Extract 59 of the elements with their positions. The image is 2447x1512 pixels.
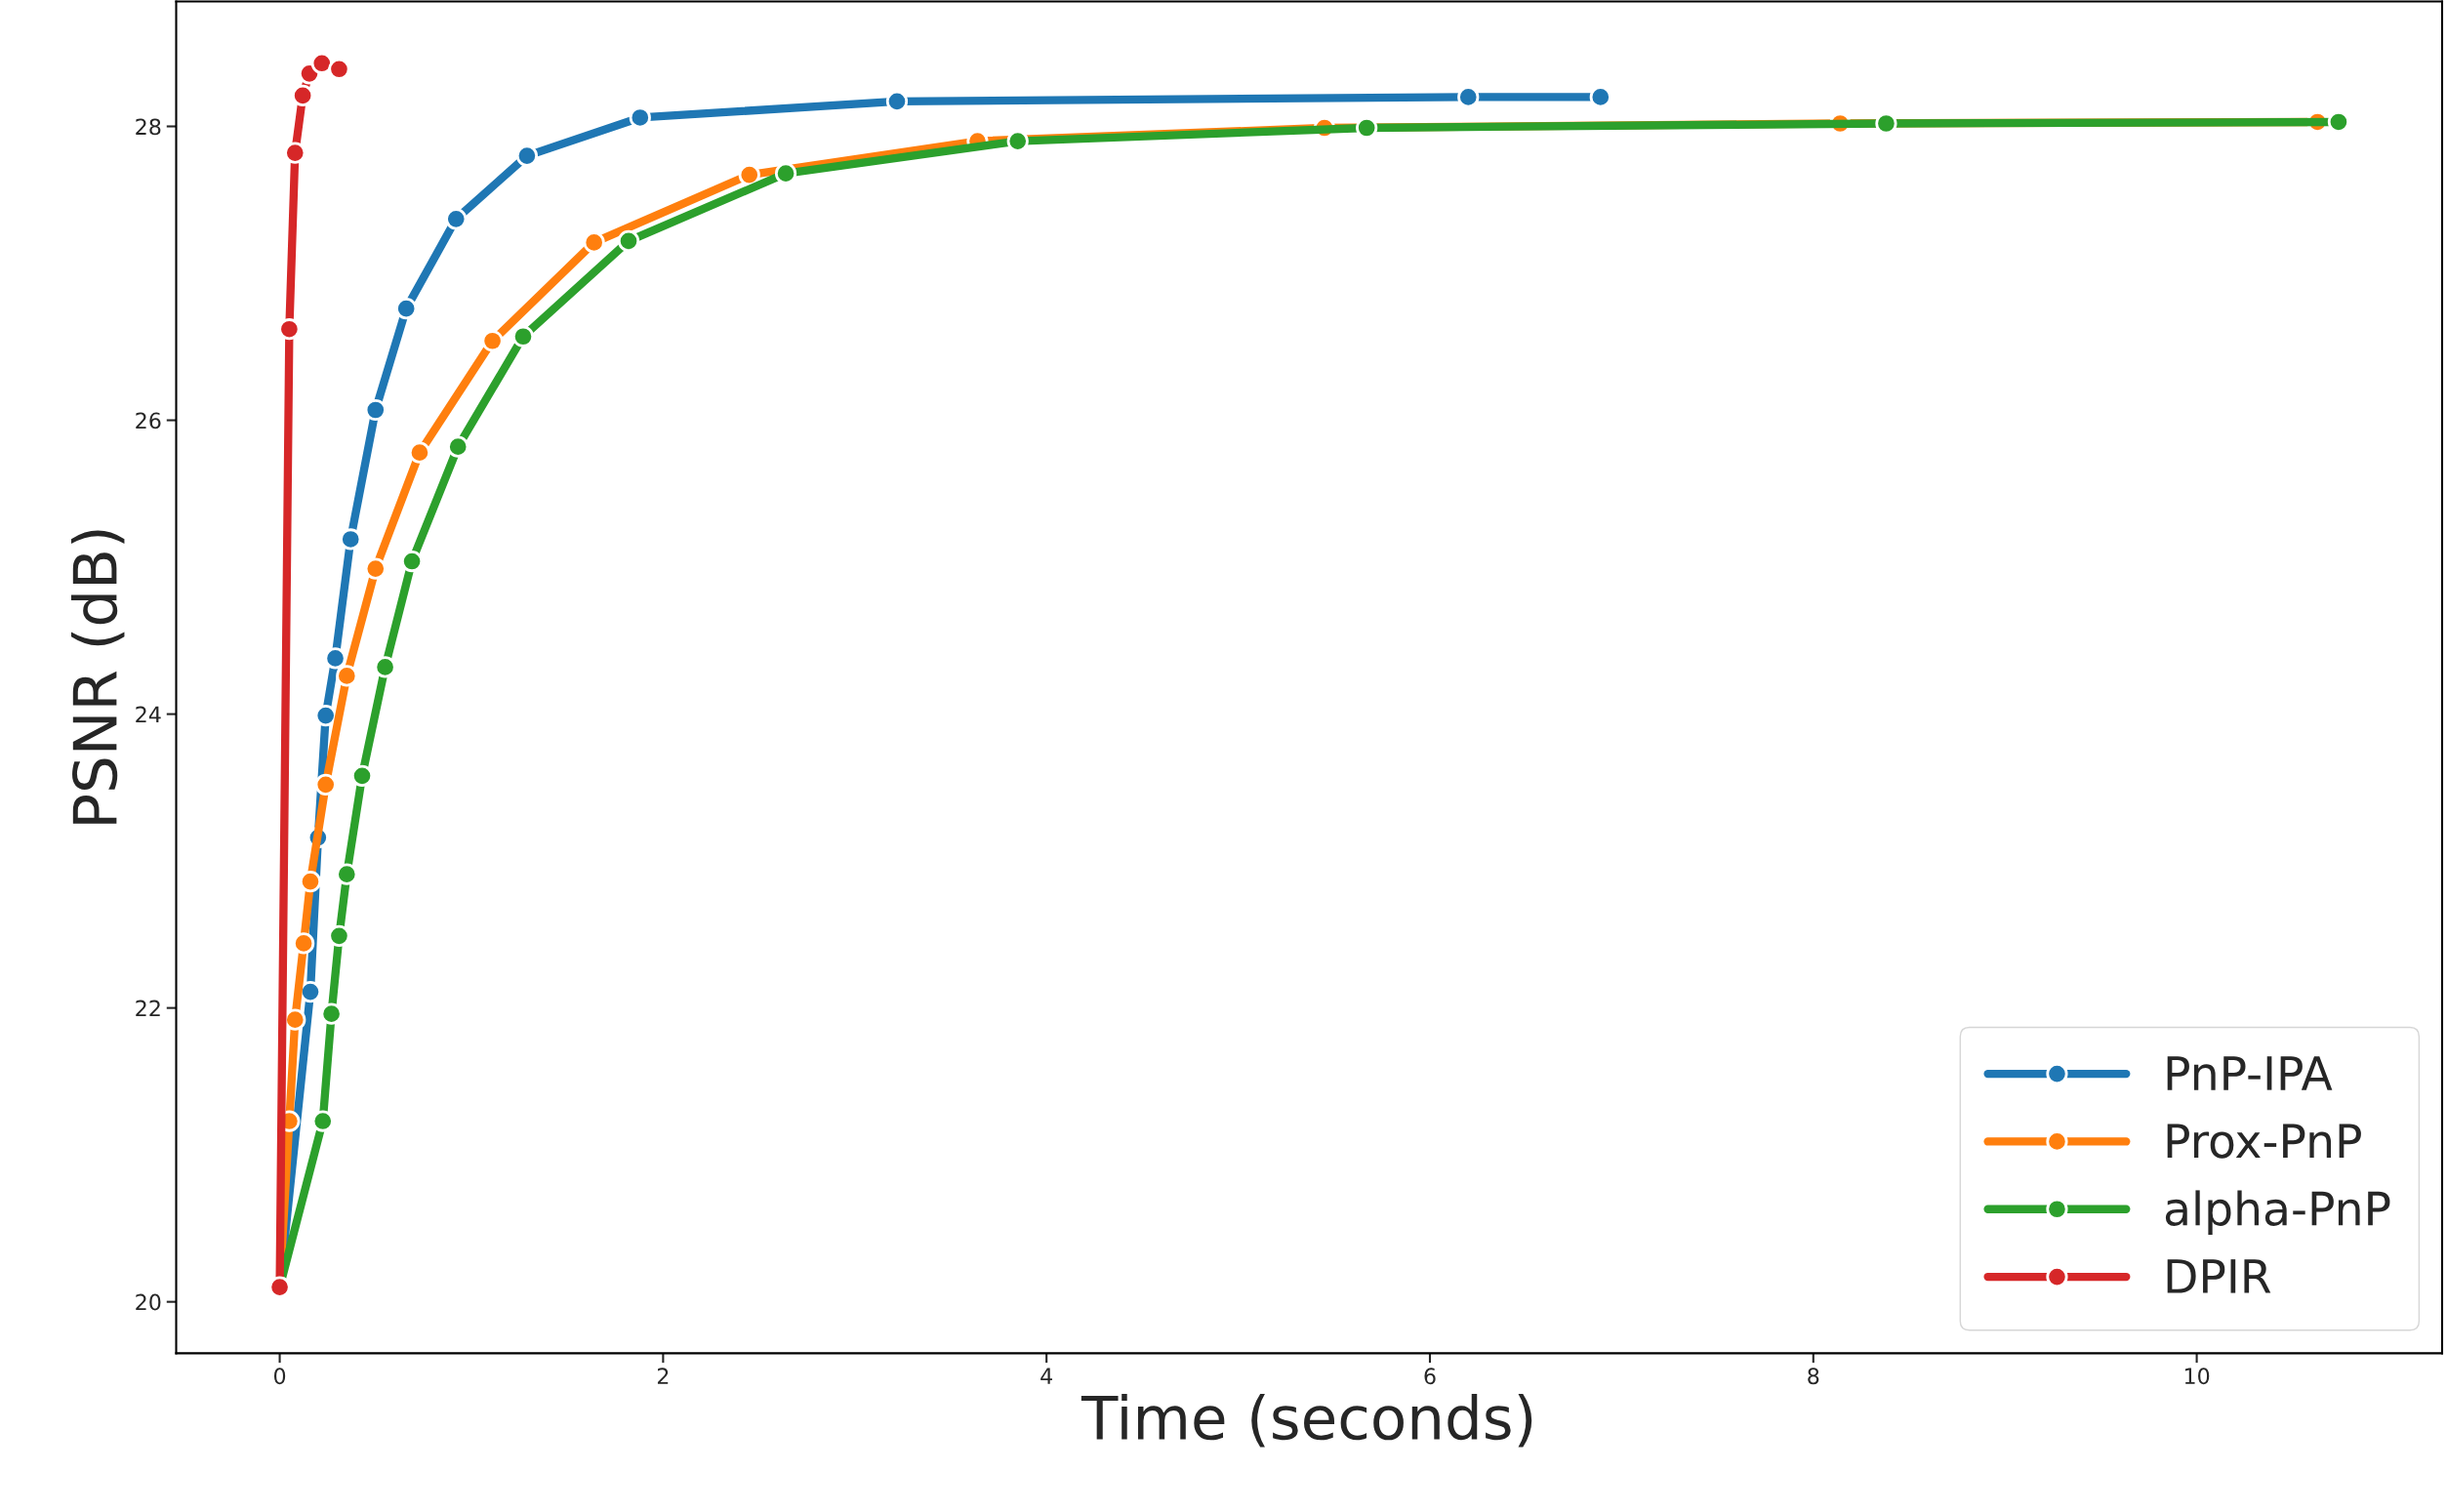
point (2327, 110, 2350, 134)
point (311, 1110, 334, 1132)
point (1457, 86, 1480, 108)
y-tick-label: 24 (136, 706, 161, 723)
point (350, 764, 374, 787)
y-tick-label: 22 (136, 1000, 160, 1017)
x-tick-label: 0 (273, 1368, 286, 1385)
point (400, 550, 424, 573)
point (284, 142, 306, 164)
point (328, 58, 350, 80)
point (408, 441, 431, 464)
point (617, 229, 640, 253)
point (292, 84, 314, 106)
point (885, 90, 909, 113)
point (515, 144, 539, 167)
point (395, 298, 418, 320)
point (299, 980, 322, 1003)
point (447, 435, 469, 458)
x-tick-label: 6 (1424, 1368, 1436, 1385)
point (738, 164, 760, 186)
y-tick-label: 28 (136, 118, 161, 136)
legend-label: alpha-PnP (2165, 1190, 2390, 1236)
point (314, 773, 337, 796)
point (481, 330, 504, 352)
point (284, 1008, 306, 1031)
y-tick-label: 26 (136, 412, 161, 429)
point (340, 528, 362, 551)
legend-label: DPIR (2167, 1259, 2271, 1293)
point (774, 162, 797, 184)
point (314, 704, 337, 727)
point (445, 208, 468, 230)
point (1006, 130, 1029, 152)
point (293, 932, 315, 955)
point (374, 656, 396, 678)
point (1589, 86, 1611, 108)
x-tick-label: 8 (1808, 1368, 1819, 1385)
x-tick-label: 2 (657, 1368, 669, 1384)
point (299, 871, 322, 893)
point (336, 863, 358, 885)
x-tick-label: 10 (2184, 1368, 2210, 1385)
point (1875, 112, 1897, 135)
point (583, 231, 605, 254)
point (364, 557, 387, 580)
point (336, 665, 358, 687)
point (278, 318, 301, 341)
point (364, 398, 387, 422)
point (310, 52, 333, 74)
point (629, 106, 651, 129)
point (328, 924, 350, 947)
x-tick-label: 4 (1040, 1368, 1052, 1384)
legend-label: PnP-IPA (2167, 1056, 2333, 1090)
point (511, 325, 535, 347)
x-axis-title: Time (seconds) (1081, 1394, 1532, 1448)
y-tick-label: 20 (136, 1293, 161, 1311)
point (1356, 116, 1378, 140)
y-axis-title: PSNR (dB) (70, 530, 125, 824)
legend-label: Prox-PnP (2167, 1124, 2361, 1159)
point (320, 1002, 343, 1025)
point (324, 647, 347, 670)
